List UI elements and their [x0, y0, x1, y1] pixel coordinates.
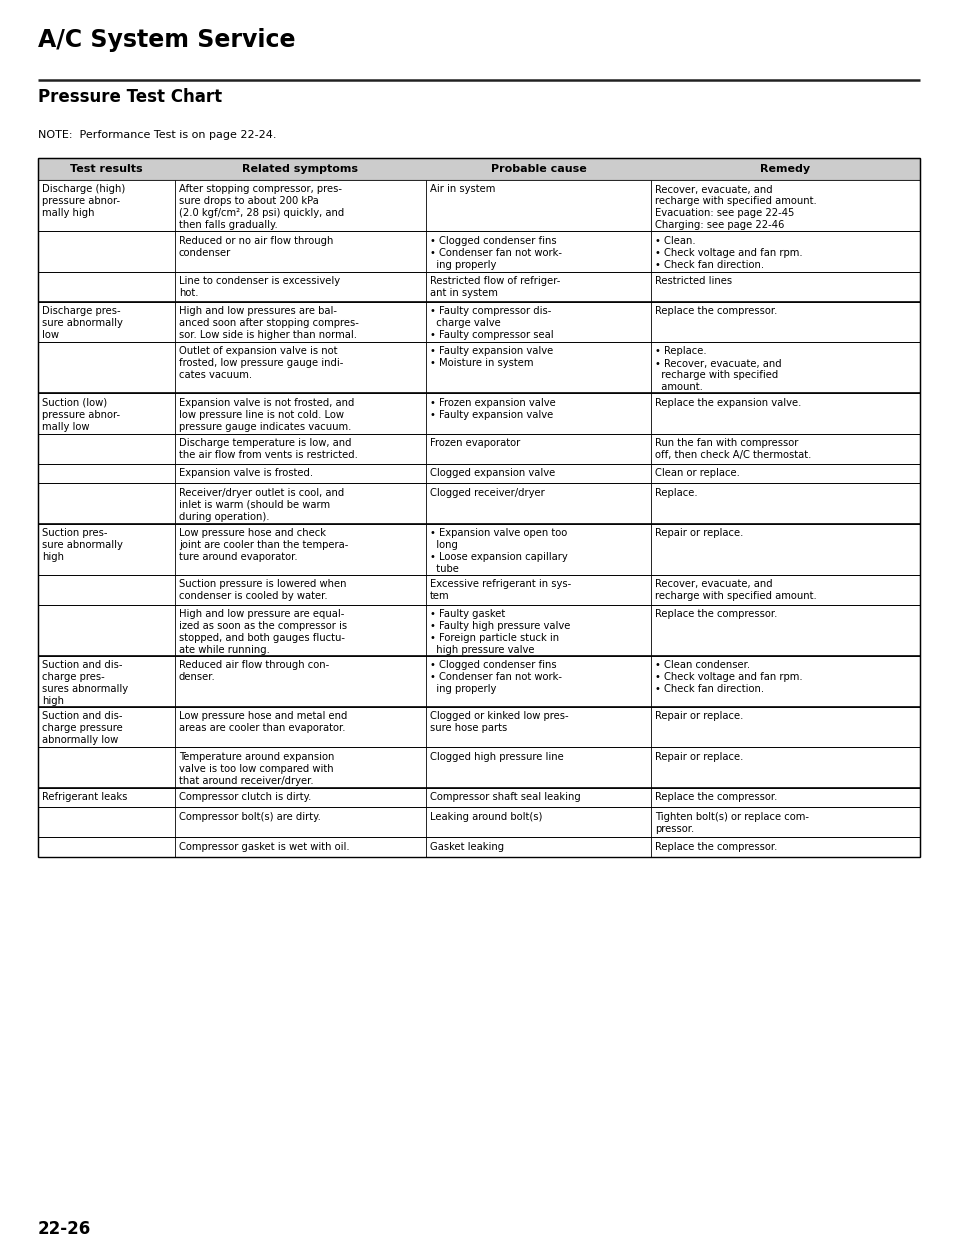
Bar — [38, 746, 920, 787]
Text: Recover, evacuate, and
recharge with specified amount.: Recover, evacuate, and recharge with spe… — [655, 579, 817, 601]
Text: A/C System Service: A/C System Service — [38, 29, 296, 52]
Text: Low pressure hose and check
joint are cooler than the tempera-
ture around evapo: Low pressure hose and check joint are co… — [179, 528, 348, 561]
Text: Pressure Test Chart: Pressure Test Chart — [38, 88, 222, 106]
Text: • Faulty gasket
• Faulty high pressure valve
• Foreign particle stuck in
  high : • Faulty gasket • Faulty high pressure v… — [430, 609, 570, 655]
Text: Outlet of expansion valve is not
frosted, low pressure gauge indi-
cates vacuum.: Outlet of expansion valve is not frosted… — [179, 347, 343, 380]
Text: • Faulty compressor dis-
  charge valve
• Faulty compressor seal: • Faulty compressor dis- charge valve • … — [430, 306, 554, 340]
Text: • Expansion valve open too
  long
• Loose expansion capillary
  tube: • Expansion valve open too long • Loose … — [430, 528, 567, 574]
Text: Excessive refrigerant in sys-
tem: Excessive refrigerant in sys- tem — [430, 579, 571, 601]
Bar — [38, 837, 920, 857]
Text: Expansion valve is frosted.: Expansion valve is frosted. — [179, 468, 313, 478]
Text: Expansion valve is not frosted, and
low pressure line is not cold. Low
pressure : Expansion valve is not frosted, and low … — [179, 397, 354, 431]
Text: Receiver/dryer outlet is cool, and
inlet is warm (should be warm
during operatio: Receiver/dryer outlet is cool, and inlet… — [179, 488, 344, 522]
Text: Compressor bolt(s) are dirty.: Compressor bolt(s) are dirty. — [179, 811, 321, 821]
Text: Reduced or no air flow through
condenser: Reduced or no air flow through condenser — [179, 236, 333, 257]
Text: Run the fan with compressor
off, then check A/C thermostat.: Run the fan with compressor off, then ch… — [655, 438, 811, 460]
Text: Discharge temperature is low, and
the air flow from vents is restricted.: Discharge temperature is low, and the ai… — [179, 438, 357, 460]
Text: Related symptoms: Related symptoms — [242, 164, 358, 174]
Text: Replace the compressor.: Replace the compressor. — [655, 306, 778, 315]
Text: • Faulty expansion valve
• Moisture in system: • Faulty expansion valve • Moisture in s… — [430, 347, 553, 369]
Text: Replace the compressor.: Replace the compressor. — [655, 842, 778, 852]
Text: Compressor clutch is dirty.: Compressor clutch is dirty. — [179, 792, 311, 802]
Bar — [38, 302, 920, 342]
Text: Discharge (high)
pressure abnor-
mally high: Discharge (high) pressure abnor- mally h… — [42, 185, 125, 219]
Text: Suction (low)
pressure abnor-
mally low: Suction (low) pressure abnor- mally low — [42, 397, 120, 431]
Text: Repair or replace.: Repair or replace. — [655, 710, 743, 722]
Bar — [38, 787, 920, 807]
Bar — [38, 463, 920, 483]
Text: After stopping compressor, pres-
sure drops to about 200 kPa
(2.0 kgf/cm², 28 ps: After stopping compressor, pres- sure dr… — [179, 185, 344, 231]
Text: Clean or replace.: Clean or replace. — [655, 468, 740, 478]
Text: Leaking around bolt(s): Leaking around bolt(s) — [430, 811, 542, 821]
Text: High and low pressure are equal-
ized as soon as the compressor is
stopped, and : High and low pressure are equal- ized as… — [179, 609, 347, 655]
Text: Gasket leaking: Gasket leaking — [430, 842, 504, 852]
Text: Reduced air flow through con-
denser.: Reduced air flow through con- denser. — [179, 660, 329, 682]
Text: Clogged high pressure line: Clogged high pressure line — [430, 751, 564, 761]
Text: Discharge pres-
sure abnormally
low: Discharge pres- sure abnormally low — [42, 306, 123, 340]
Text: Repair or replace.: Repair or replace. — [655, 751, 743, 761]
Bar — [38, 707, 920, 746]
Text: Clogged expansion valve: Clogged expansion valve — [430, 468, 555, 478]
Text: Suction pressure is lowered when
condenser is cooled by water.: Suction pressure is lowered when condens… — [179, 579, 347, 601]
Text: Probable cause: Probable cause — [491, 164, 587, 174]
Text: High and low pressures are bal-
anced soon after stopping compres-
sor. Low side: High and low pressures are bal- anced so… — [179, 306, 359, 340]
Bar — [38, 342, 920, 392]
Text: • Frozen expansion valve
• Faulty expansion valve: • Frozen expansion valve • Faulty expans… — [430, 397, 556, 420]
Bar — [38, 575, 920, 605]
Text: Clogged receiver/dryer: Clogged receiver/dryer — [430, 488, 545, 498]
Text: Air in system: Air in system — [430, 185, 495, 195]
Text: Suction and dis-
charge pressure
abnormally low: Suction and dis- charge pressure abnorma… — [42, 710, 123, 745]
Text: Suction pres-
sure abnormally
high: Suction pres- sure abnormally high — [42, 528, 123, 561]
Bar — [38, 433, 920, 463]
Text: Test results: Test results — [70, 164, 143, 174]
Text: Restricted flow of refriger-
ant in system: Restricted flow of refriger- ant in syst… — [430, 276, 561, 298]
Text: Repair or replace.: Repair or replace. — [655, 528, 743, 538]
Bar — [38, 656, 920, 707]
Bar — [38, 523, 920, 575]
Bar — [38, 272, 920, 302]
Text: Low pressure hose and metal end
areas are cooler than evaporator.: Low pressure hose and metal end areas ar… — [179, 710, 348, 733]
Text: Replace the compressor.: Replace the compressor. — [655, 792, 778, 802]
Text: Replace.: Replace. — [655, 488, 698, 498]
Text: 22-26: 22-26 — [38, 1220, 91, 1238]
Bar — [38, 605, 920, 656]
Text: Replace the expansion valve.: Replace the expansion valve. — [655, 397, 802, 407]
Text: • Clean.
• Check voltage and fan rpm.
• Check fan direction.: • Clean. • Check voltage and fan rpm. • … — [655, 236, 803, 270]
Text: Line to condenser is excessively
hot.: Line to condenser is excessively hot. — [179, 276, 340, 298]
Text: Temperature around expansion
valve is too low compared with
that around receiver: Temperature around expansion valve is to… — [179, 751, 334, 785]
Text: NOTE:  Performance Test is on page 22-24.: NOTE: Performance Test is on page 22-24. — [38, 130, 276, 140]
Bar — [38, 231, 920, 272]
Text: Recover, evacuate, and
recharge with specified amount.
Evacuation: see page 22-4: Recover, evacuate, and recharge with spe… — [655, 185, 817, 231]
Text: Compressor gasket is wet with oil.: Compressor gasket is wet with oil. — [179, 842, 349, 852]
Bar — [38, 180, 920, 231]
Text: Remedy: Remedy — [760, 164, 810, 174]
Bar — [38, 158, 920, 180]
Text: Clogged or kinked low pres-
sure hose parts: Clogged or kinked low pres- sure hose pa… — [430, 710, 568, 733]
Text: Replace the compressor.: Replace the compressor. — [655, 609, 778, 619]
Text: • Clean condenser.
• Check voltage and fan rpm.
• Check fan direction.: • Clean condenser. • Check voltage and f… — [655, 660, 803, 694]
Text: Suction and dis-
charge pres-
sures abnormally
high: Suction and dis- charge pres- sures abno… — [42, 660, 128, 705]
Text: Refrigerant leaks: Refrigerant leaks — [42, 792, 128, 802]
Text: Restricted lines: Restricted lines — [655, 276, 732, 286]
Bar — [38, 807, 920, 837]
Text: • Clogged condenser fins
• Condenser fan not work-
  ing properly: • Clogged condenser fins • Condenser fan… — [430, 660, 562, 694]
Text: Frozen evaporator: Frozen evaporator — [430, 438, 520, 448]
Text: Tighten bolt(s) or replace com-
pressor.: Tighten bolt(s) or replace com- pressor. — [655, 811, 809, 833]
Text: • Clogged condenser fins
• Condenser fan not work-
  ing properly: • Clogged condenser fins • Condenser fan… — [430, 236, 562, 270]
Text: Compressor shaft seal leaking: Compressor shaft seal leaking — [430, 792, 581, 802]
Bar — [38, 483, 920, 523]
Text: • Replace.
• Recover, evacuate, and
  recharge with specified
  amount.: • Replace. • Recover, evacuate, and rech… — [655, 347, 781, 392]
Bar — [38, 392, 920, 433]
